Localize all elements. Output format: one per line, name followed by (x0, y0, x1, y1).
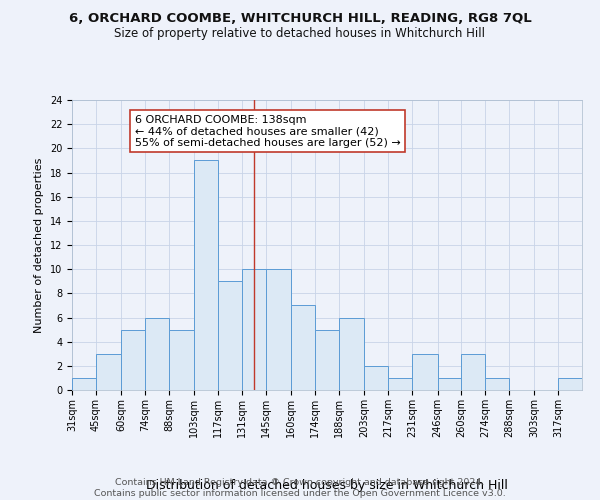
Bar (558, 378, 582, 390)
Y-axis label: Number of detached properties: Number of detached properties (34, 158, 44, 332)
Bar (339, 318, 364, 390)
Bar (242, 269, 266, 390)
Bar (169, 330, 194, 390)
Bar (194, 160, 218, 390)
Bar (72, 378, 96, 390)
Text: Contains HM Land Registry data © Crown copyright and database right 2024.
Contai: Contains HM Land Registry data © Crown c… (94, 478, 506, 498)
Text: Size of property relative to detached houses in Whitchurch Hill: Size of property relative to detached ho… (115, 28, 485, 40)
Bar (461, 354, 485, 390)
Bar (315, 330, 339, 390)
Bar (266, 269, 292, 390)
X-axis label: Distribution of detached houses by size in Whitchurch Hill: Distribution of detached houses by size … (146, 478, 508, 492)
Bar (485, 378, 509, 390)
Bar (292, 306, 315, 390)
Text: 6, ORCHARD COOMBE, WHITCHURCH HILL, READING, RG8 7QL: 6, ORCHARD COOMBE, WHITCHURCH HILL, READ… (68, 12, 532, 26)
Bar (218, 281, 242, 390)
Bar (437, 378, 461, 390)
Bar (96, 354, 121, 390)
Bar (145, 318, 169, 390)
Bar (412, 354, 437, 390)
Text: 6 ORCHARD COOMBE: 138sqm
← 44% of detached houses are smaller (42)
55% of semi-d: 6 ORCHARD COOMBE: 138sqm ← 44% of detach… (135, 114, 401, 148)
Bar (364, 366, 388, 390)
Bar (388, 378, 412, 390)
Bar (121, 330, 145, 390)
